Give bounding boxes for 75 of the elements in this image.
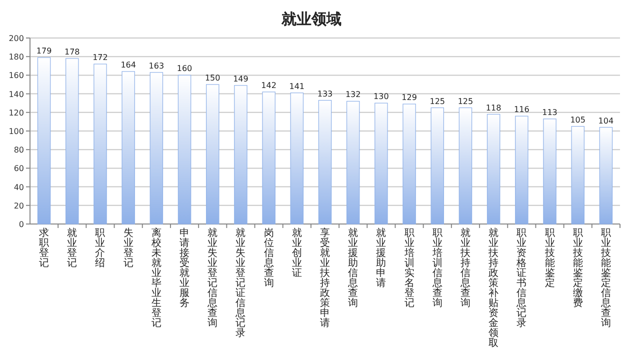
data-label: 149 <box>233 74 248 84</box>
data-label: 113 <box>542 108 558 117</box>
data-label: 129 <box>402 93 417 102</box>
data-label: 125 <box>458 96 474 106</box>
bar <box>94 64 107 224</box>
data-label: 125 <box>430 96 446 106</box>
data-label: 164 <box>120 60 136 70</box>
x-tick-label: 求职登记 <box>39 227 50 269</box>
bar <box>346 100 360 224</box>
category-label: 享受就业扶持政策申请 <box>320 228 330 329</box>
x-tick-label: 就业援助申请 <box>376 227 386 289</box>
bar <box>150 72 164 224</box>
y-tick-label: 160 <box>8 71 24 80</box>
x-tick-label: 职业技能鉴定 <box>544 228 555 289</box>
x-tick-label: 就业援助信息查询 <box>347 227 358 309</box>
bar <box>37 57 51 224</box>
category-label: 就业失业登记信息查询 <box>208 228 218 329</box>
bar <box>515 116 528 224</box>
bar <box>206 84 220 224</box>
category-label: 就业失业登记证信息记录 <box>236 228 246 339</box>
data-label: 116 <box>514 105 530 114</box>
data-label: 141 <box>289 82 305 91</box>
chart-title: 就业领域 <box>280 10 342 28</box>
x-tick-label: 职业技能鉴定缴费 <box>572 228 583 309</box>
bar <box>262 92 276 224</box>
data-label: 178 <box>64 47 80 56</box>
bar <box>571 126 584 224</box>
data-label: 150 <box>204 74 220 82</box>
y-tick-label: 60 <box>14 164 24 174</box>
y-tick-label: 40 <box>14 182 24 192</box>
category-label: 离校未就业毕业生登记 <box>151 228 162 329</box>
x-tick-label: 职业培训信息查询 <box>431 228 442 309</box>
bar <box>486 114 500 224</box>
data-label: 132 <box>345 90 361 100</box>
bar <box>402 104 416 224</box>
y-tick-label: 180 <box>8 52 24 62</box>
bar <box>178 74 192 224</box>
data-label: 105 <box>570 115 586 124</box>
y-tick-label: 120 <box>8 108 24 118</box>
data-label: 163 <box>148 61 164 70</box>
x-tick-label: 就业创业证 <box>292 227 302 279</box>
data-label: 179 <box>36 46 52 56</box>
x-tick-label: 职业介绍 <box>95 228 106 269</box>
y-tick-label: 200 <box>8 34 24 43</box>
y-tick-label: 80 <box>14 146 24 155</box>
x-tick-label: 就业扶持信息查询 <box>459 227 470 309</box>
category-label: 职业资格证书信息记录 <box>516 228 527 329</box>
x-tick-label: 申请接受就业服务 <box>180 227 190 309</box>
x-tick-label: 就业登记 <box>67 227 78 269</box>
data-label: 130 <box>374 92 389 102</box>
bar <box>374 102 388 224</box>
bar <box>290 92 304 224</box>
y-tick-label: 140 <box>8 90 24 99</box>
bar <box>430 107 444 224</box>
y-tick-label: 100 <box>8 127 24 136</box>
y-tick-label: 0 <box>18 220 24 229</box>
x-tick-label: 岗位信息查询 <box>262 227 274 289</box>
x-tick-label: 失业登记 <box>123 227 134 269</box>
data-label: 133 <box>317 89 333 98</box>
bar <box>234 85 248 224</box>
bar <box>543 118 556 224</box>
data-label: 160 <box>176 64 192 74</box>
bar <box>599 126 613 224</box>
bar <box>458 107 472 224</box>
bar <box>66 58 79 224</box>
data-label: 142 <box>261 80 276 90</box>
y-tick-label: 20 <box>14 201 24 210</box>
category-label: 职业技能鉴定信息查询 <box>600 228 611 329</box>
data-label: 118 <box>486 103 502 112</box>
bar <box>318 100 332 224</box>
x-tick-label: 职业培训实名登记 <box>403 228 414 309</box>
data-label: 172 <box>92 53 108 62</box>
category-label: 就业扶持政策补贴资金领取 <box>488 228 499 349</box>
data-label: 104 <box>598 116 614 126</box>
bar <box>122 71 135 224</box>
